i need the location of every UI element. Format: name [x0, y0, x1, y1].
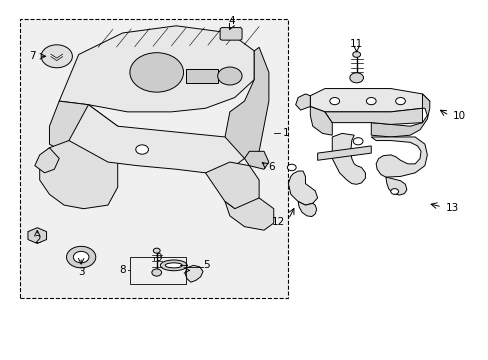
- Polygon shape: [40, 137, 118, 209]
- Polygon shape: [205, 162, 259, 209]
- Text: 11: 11: [349, 39, 363, 49]
- Polygon shape: [59, 26, 254, 112]
- Polygon shape: [370, 137, 427, 177]
- Polygon shape: [331, 134, 365, 184]
- Polygon shape: [224, 198, 273, 230]
- Polygon shape: [244, 151, 268, 169]
- Circle shape: [329, 98, 339, 105]
- Text: 2: 2: [34, 235, 41, 245]
- Polygon shape: [295, 94, 310, 110]
- Polygon shape: [298, 202, 316, 217]
- Circle shape: [349, 73, 363, 83]
- Circle shape: [366, 98, 375, 105]
- Circle shape: [41, 45, 72, 68]
- Ellipse shape: [160, 260, 187, 271]
- Polygon shape: [385, 177, 406, 195]
- Polygon shape: [310, 96, 331, 135]
- Circle shape: [136, 145, 148, 154]
- Text: 5: 5: [203, 260, 209, 270]
- Polygon shape: [310, 89, 429, 112]
- Polygon shape: [224, 47, 268, 158]
- Polygon shape: [370, 94, 429, 137]
- Text: 4: 4: [227, 17, 234, 27]
- Text: 10: 10: [452, 111, 466, 121]
- Polygon shape: [184, 265, 203, 282]
- Circle shape: [73, 251, 89, 263]
- Circle shape: [287, 164, 296, 171]
- Text: 6: 6: [267, 162, 274, 172]
- Polygon shape: [288, 171, 317, 205]
- FancyBboxPatch shape: [185, 69, 217, 83]
- Text: 1: 1: [282, 129, 288, 138]
- Bar: [130, 257, 185, 284]
- Text: 12: 12: [272, 217, 285, 227]
- Polygon shape: [49, 101, 118, 158]
- Text: 13: 13: [445, 203, 458, 213]
- Circle shape: [352, 138, 362, 145]
- Circle shape: [390, 189, 398, 194]
- Polygon shape: [69, 105, 244, 173]
- Circle shape: [352, 51, 360, 57]
- Circle shape: [153, 248, 160, 253]
- FancyBboxPatch shape: [220, 28, 242, 40]
- Text: 7: 7: [29, 51, 36, 61]
- Circle shape: [66, 246, 96, 268]
- Polygon shape: [35, 148, 59, 173]
- Ellipse shape: [165, 263, 182, 268]
- Text: 9: 9: [156, 253, 162, 263]
- Bar: [20, 19, 288, 298]
- Text: 8: 8: [119, 265, 125, 275]
- Circle shape: [217, 67, 242, 85]
- Circle shape: [130, 53, 183, 92]
- Circle shape: [152, 269, 161, 276]
- Polygon shape: [317, 146, 370, 160]
- Circle shape: [395, 98, 405, 105]
- Text: 3: 3: [78, 267, 84, 277]
- Polygon shape: [325, 108, 422, 125]
